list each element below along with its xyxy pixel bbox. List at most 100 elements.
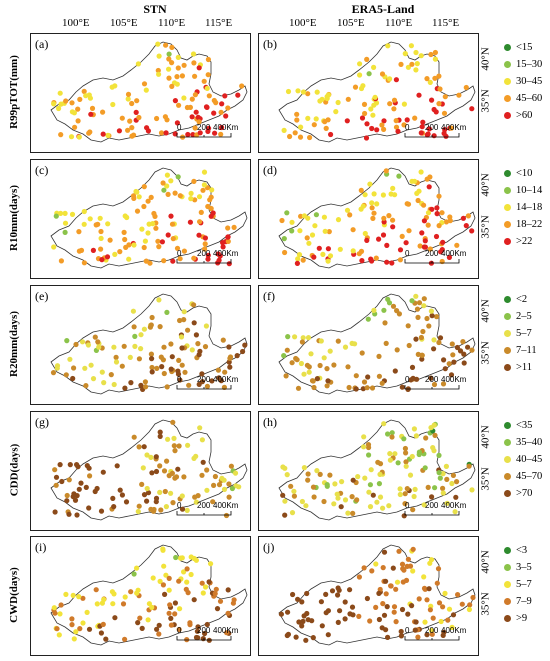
station-point [163, 130, 169, 136]
station-point [284, 347, 290, 353]
station-point [333, 109, 339, 115]
station-point [100, 109, 106, 115]
station-point [394, 579, 401, 585]
station-point [139, 226, 145, 232]
station-point [335, 592, 341, 598]
scale-bar-label: 200 [197, 501, 211, 510]
legend-label: >22 [516, 236, 533, 247]
station-point [156, 297, 162, 303]
station-point [418, 334, 424, 341]
station-point [436, 193, 442, 199]
station-point [374, 127, 380, 133]
legend-dot-icon [504, 296, 511, 303]
station-point [176, 443, 182, 449]
station-point [310, 378, 316, 384]
station-point [213, 586, 219, 592]
station-point [211, 110, 217, 116]
panel-label: (b) [263, 37, 277, 51]
station-point [367, 504, 374, 510]
station-point [156, 622, 162, 628]
station-point [439, 210, 445, 216]
station-point [73, 341, 79, 348]
station-point [292, 334, 298, 340]
station-point [208, 194, 214, 200]
station-point [100, 469, 106, 475]
station-point [371, 64, 377, 70]
station-point [465, 344, 471, 350]
station-point [436, 339, 442, 346]
station-point [204, 104, 210, 110]
station-point [177, 555, 184, 561]
station-point [421, 303, 427, 309]
station-point [95, 339, 101, 345]
station-point [327, 253, 334, 259]
station-point [166, 473, 172, 479]
station-point [325, 117, 331, 123]
station-point [129, 100, 135, 107]
station-point [159, 239, 165, 245]
station-point [467, 602, 473, 608]
lat-label: 35°N [479, 592, 492, 616]
station-point [206, 93, 212, 99]
station-point [317, 362, 323, 369]
station-point [436, 73, 442, 79]
lon-label-top-100e-right: 100°E [289, 17, 317, 29]
station-point [93, 587, 99, 593]
station-point [291, 488, 297, 494]
station-point [157, 429, 163, 435]
station-point [94, 485, 100, 492]
station-point [242, 342, 248, 348]
station-point [331, 501, 337, 507]
legend-dot-icon [504, 170, 511, 177]
station-point [449, 624, 455, 630]
station-point [179, 493, 185, 499]
map-panel-g: 0 200 400Km (g) [30, 411, 251, 531]
station-point [189, 114, 195, 120]
basin-boundary [278, 41, 476, 143]
station-point [191, 302, 197, 308]
station-point [428, 375, 434, 381]
station-point [305, 471, 311, 477]
station-point [232, 470, 239, 476]
station-point [360, 386, 366, 392]
station-point [425, 210, 432, 216]
station-point [376, 373, 382, 379]
station-point [447, 214, 453, 220]
station-point [364, 121, 370, 127]
station-point [295, 256, 301, 262]
station-point [430, 615, 436, 621]
station-point [228, 463, 234, 469]
station-point [432, 49, 438, 56]
station-point [58, 210, 64, 216]
station-point [419, 356, 425, 362]
station-point [394, 347, 400, 353]
station-point [384, 604, 390, 610]
station-point [122, 236, 128, 243]
station-point [94, 601, 100, 607]
station-point [398, 633, 404, 639]
station-point [325, 246, 331, 252]
scale-bar-label: 200 [425, 123, 439, 132]
station-point [202, 246, 208, 252]
station-point [328, 131, 334, 138]
station-point [192, 92, 198, 98]
station-point [62, 220, 69, 226]
station-point [363, 135, 370, 141]
station-point [156, 244, 162, 250]
station-point [210, 499, 216, 505]
basin-boundary [50, 419, 248, 521]
basin-map: 0 200 400Km [278, 167, 476, 269]
station-point [283, 373, 289, 379]
station-point [162, 114, 168, 120]
station-point [285, 609, 291, 615]
station-point [345, 510, 351, 516]
scale-bar-label: 0 [177, 249, 182, 258]
station-point [139, 625, 145, 631]
station-point [448, 372, 455, 378]
station-point [342, 497, 349, 503]
station-point [359, 115, 366, 121]
station-point [450, 612, 457, 618]
station-point [138, 382, 144, 388]
scale-bar: 0 200 400Km [176, 123, 239, 138]
station-point [72, 497, 79, 503]
